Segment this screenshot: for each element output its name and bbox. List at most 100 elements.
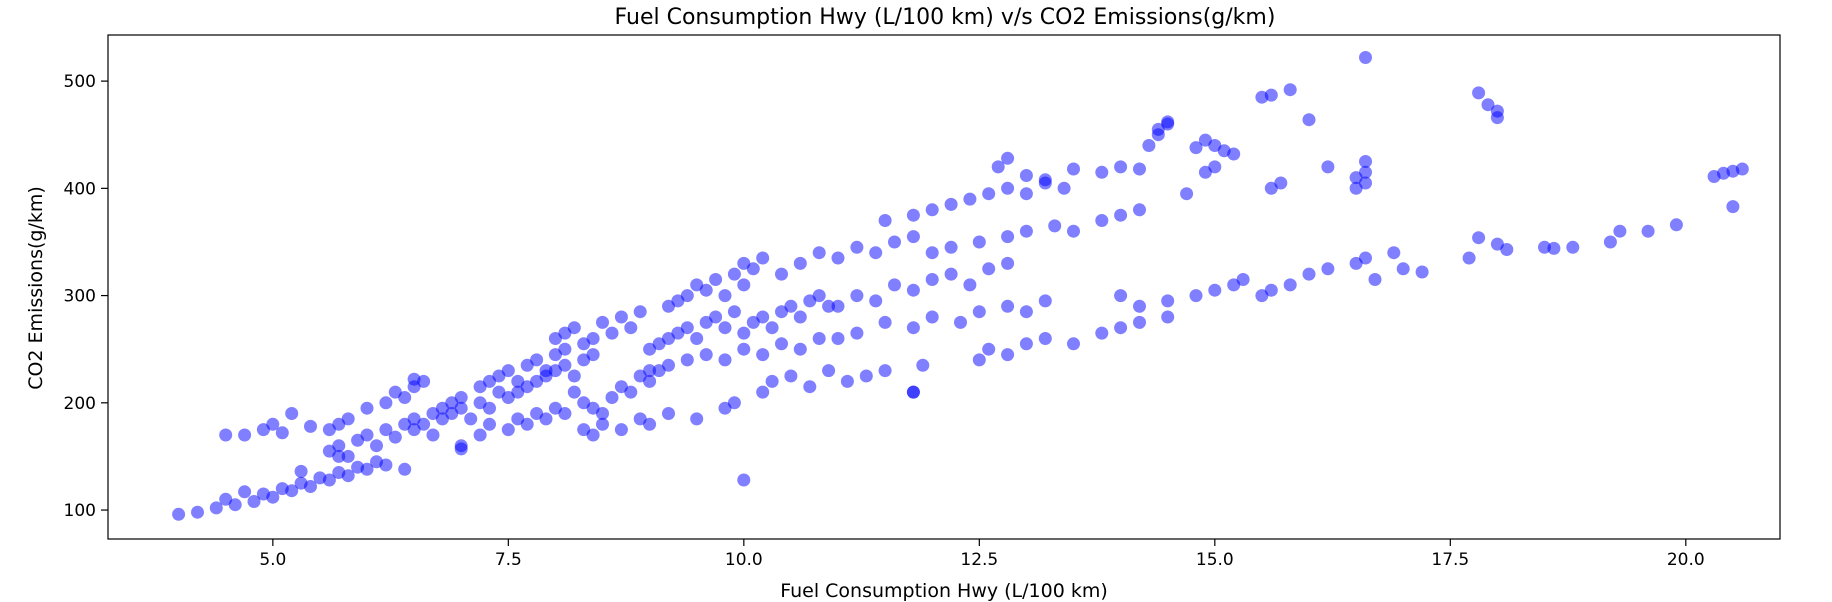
scatter-point bbox=[859, 369, 873, 383]
x-tick-label: 20.0 bbox=[1667, 550, 1705, 570]
scatter-point bbox=[1038, 173, 1052, 187]
scatter-point bbox=[577, 423, 591, 437]
scatter-point bbox=[737, 326, 751, 340]
scatter-point bbox=[1001, 181, 1015, 195]
scatter-point bbox=[1114, 321, 1128, 335]
scatter-point bbox=[662, 358, 675, 372]
chart-title: Fuel Consumption Hwy (L/100 km) v/s CO2 … bbox=[615, 5, 1276, 30]
scatter-point bbox=[1151, 128, 1165, 142]
scatter-point bbox=[709, 310, 723, 324]
scatter-point bbox=[624, 321, 638, 335]
scatter-point bbox=[417, 417, 431, 431]
scatter-point bbox=[294, 464, 308, 478]
scatter-point bbox=[1321, 262, 1335, 276]
scatter-point bbox=[1490, 111, 1504, 125]
scatter-point bbox=[1095, 165, 1109, 179]
scatter-point bbox=[746, 315, 760, 329]
scatter-point bbox=[1067, 162, 1080, 176]
scatter-point bbox=[850, 289, 864, 303]
scatter-point bbox=[266, 490, 280, 504]
scatter-point bbox=[1019, 169, 1033, 182]
scatter-point bbox=[1349, 256, 1363, 270]
scatter-point bbox=[483, 374, 496, 388]
scatter-point bbox=[1227, 278, 1241, 292]
scatter-point bbox=[388, 430, 402, 444]
scatter-point bbox=[690, 332, 704, 345]
scatter-point bbox=[1500, 243, 1514, 256]
scatter-point bbox=[633, 369, 647, 383]
x-tick-label: 10.0 bbox=[725, 550, 763, 570]
scatter-point bbox=[332, 449, 346, 463]
scatter-point bbox=[1236, 273, 1250, 286]
scatter-point bbox=[614, 423, 628, 437]
scatter-point bbox=[756, 251, 770, 265]
scatter-point bbox=[765, 374, 779, 388]
scatter-point bbox=[888, 235, 901, 249]
scatter-point bbox=[614, 380, 628, 394]
scatter-point bbox=[219, 492, 233, 506]
y-tick-label: 100 bbox=[64, 501, 96, 521]
scatter-point bbox=[1613, 224, 1627, 238]
y-axis: 100 200 300 400 500 bbox=[64, 72, 108, 521]
scatter-point bbox=[341, 449, 355, 463]
scatter-point bbox=[925, 273, 939, 286]
scatter-point bbox=[727, 305, 741, 319]
scatter-point bbox=[793, 342, 807, 356]
scatter-point bbox=[982, 187, 996, 201]
scatter-point bbox=[812, 332, 826, 345]
scatter-point bbox=[1302, 113, 1316, 127]
scatter-point bbox=[1208, 283, 1222, 297]
scatter-point bbox=[624, 385, 638, 399]
scatter-point bbox=[1359, 165, 1372, 179]
scatter-point bbox=[1189, 141, 1203, 155]
scatter-point bbox=[483, 417, 496, 431]
scatter-point bbox=[775, 305, 788, 319]
scatter-point bbox=[360, 428, 374, 442]
scatter-point bbox=[699, 283, 713, 297]
scatter-point bbox=[793, 256, 807, 270]
scatter-point bbox=[878, 364, 892, 378]
scatter-point bbox=[1133, 162, 1146, 176]
scatter-point bbox=[238, 485, 252, 499]
scatter-point bbox=[360, 401, 374, 415]
scatter-point bbox=[775, 337, 788, 351]
scatter-point bbox=[718, 289, 732, 303]
scatter-point bbox=[784, 299, 798, 313]
scatter-point bbox=[972, 305, 986, 319]
scatter-point bbox=[407, 423, 421, 437]
scatter-point bbox=[784, 369, 798, 383]
scatter-point bbox=[756, 385, 770, 399]
scatter-point bbox=[850, 240, 864, 254]
scatter-point bbox=[671, 326, 685, 340]
scatter-point bbox=[483, 401, 496, 415]
scatter-point bbox=[925, 310, 939, 324]
scatter-point bbox=[1001, 230, 1015, 244]
scatter-point bbox=[548, 364, 562, 378]
scatter-point bbox=[1038, 332, 1052, 345]
scatter-point bbox=[191, 505, 204, 519]
scatter-point bbox=[727, 396, 741, 410]
scatter-point bbox=[831, 251, 845, 265]
scatter-point bbox=[530, 374, 544, 388]
scatter-point bbox=[737, 278, 751, 292]
scatter-point bbox=[454, 391, 468, 404]
scatter-point bbox=[614, 310, 628, 324]
scatter-point bbox=[944, 267, 958, 281]
scatter-point bbox=[473, 428, 487, 442]
scatter-point bbox=[454, 401, 468, 415]
scatter-point bbox=[1198, 165, 1212, 179]
scatter-point bbox=[906, 385, 920, 399]
scatter-point bbox=[1161, 310, 1175, 324]
scatter-point bbox=[332, 417, 346, 431]
scatter-point bbox=[1283, 278, 1297, 292]
scatter-point bbox=[1726, 200, 1740, 214]
scatter-point bbox=[1019, 187, 1033, 201]
scatter-point bbox=[1547, 241, 1561, 255]
scatter-point bbox=[238, 428, 252, 442]
scatter-point bbox=[1189, 289, 1203, 303]
scatter-point bbox=[680, 321, 694, 335]
scatter-point bbox=[1048, 219, 1062, 233]
scatter-point bbox=[727, 267, 741, 281]
scatter-point bbox=[680, 289, 694, 303]
